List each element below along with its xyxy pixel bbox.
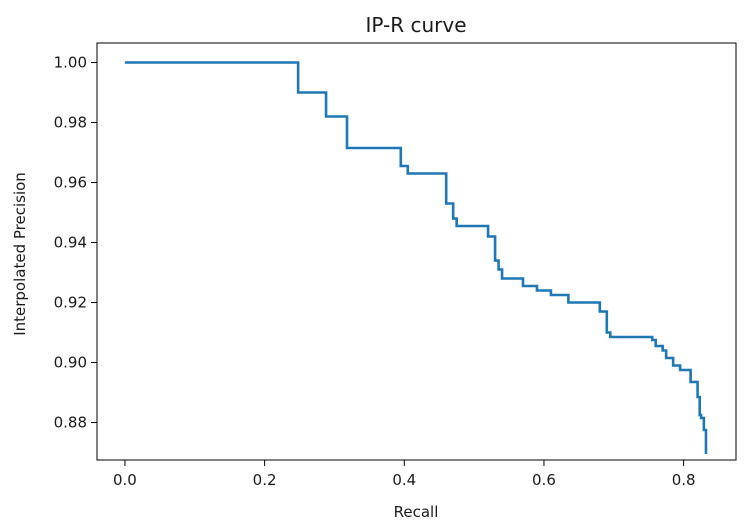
x-tick-label-0: 0.0 xyxy=(113,471,137,489)
y-tick-label-2: 0.92 xyxy=(54,294,87,312)
series-line-0 xyxy=(124,61,708,454)
y-tick-label-6: 1.00 xyxy=(54,54,87,72)
chart-title: IP-R curve xyxy=(365,13,466,37)
x-axis-label: Recall xyxy=(394,503,439,521)
x-tick-label-2: 0.4 xyxy=(392,471,416,489)
y-tick-label-1: 0.90 xyxy=(54,354,87,372)
y-tick-label-5: 0.98 xyxy=(54,114,87,132)
y-axis-label: Interpolated Precision xyxy=(11,172,29,336)
y-tick-label-4: 0.96 xyxy=(54,174,87,192)
x-tick-label-4: 0.8 xyxy=(672,471,696,489)
axes-frame xyxy=(96,42,737,461)
plot-area: 0.0 0.2 0.4 0.6 0.8 0.88 0.90 0.92 0.94 0.96 0.98 1… xyxy=(54,42,737,489)
y-tick-label-3: 0.94 xyxy=(54,234,87,252)
x-tick-label-1: 0.2 xyxy=(253,471,277,489)
y-tick-label-0: 0.88 xyxy=(54,414,87,432)
x-tick-label-3: 0.6 xyxy=(532,471,556,489)
